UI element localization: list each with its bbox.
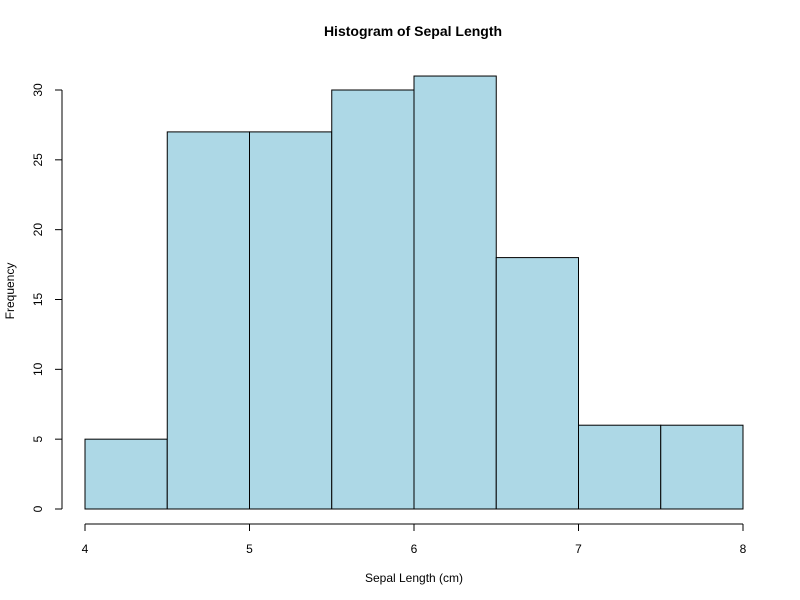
y-tick-label: 0 <box>31 505 45 512</box>
y-tick-label: 5 <box>31 436 45 443</box>
histogram-bar <box>660 424 744 510</box>
x-axis: 4 5 6 7 8 <box>82 523 747 556</box>
histogram-bar <box>413 75 497 510</box>
y-tick-label: 25 <box>31 153 45 167</box>
histogram-bar <box>84 438 168 510</box>
histogram-bar <box>249 131 333 510</box>
y-tick-label: 10 <box>31 362 45 376</box>
y-tick-label: 30 <box>31 83 45 97</box>
y-tick-label: 20 <box>31 223 45 237</box>
x-tick-label: 4 <box>82 542 89 556</box>
histogram-bar <box>495 257 579 510</box>
y-tick-label: 15 <box>31 293 45 307</box>
x-axis-title: Sepal Length (cm) <box>365 571 463 585</box>
histogram-bar <box>578 424 662 510</box>
histogram-bar <box>166 131 250 510</box>
chart-title: Histogram of Sepal Length <box>324 23 502 39</box>
x-tick-label: 7 <box>575 542 582 556</box>
x-tick-label: 8 <box>740 542 747 556</box>
x-tick-label: 6 <box>411 542 418 556</box>
histogram-bar <box>331 89 415 510</box>
y-axis-title: Frequency <box>3 263 17 320</box>
x-tick-label: 5 <box>246 542 253 556</box>
bars-group <box>84 75 744 510</box>
y-axis: 0 5 10 15 20 25 30 <box>31 83 63 512</box>
